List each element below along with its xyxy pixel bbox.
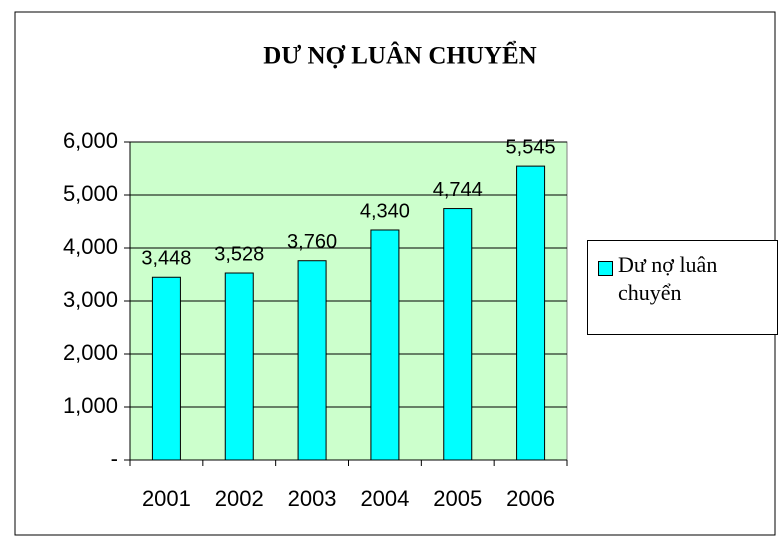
- x-tick-label: 2004: [360, 486, 409, 511]
- data-label: 5,545: [506, 136, 556, 158]
- bar: [443, 208, 473, 461]
- data-label: 3,448: [141, 248, 191, 270]
- y-tick-label: 2,000: [63, 340, 118, 365]
- x-tick-label: 2003: [288, 486, 337, 511]
- y-tick-label: 1,000: [63, 393, 118, 418]
- bar: [516, 165, 546, 461]
- y-tick-label: 3,000: [63, 287, 118, 312]
- bar: [224, 272, 254, 461]
- y-tick-label: 4,000: [63, 234, 118, 259]
- y-tick-label: 5,000: [63, 181, 118, 206]
- chart-title: DƯ NỢ LUÂN CHUYỂN: [263, 41, 536, 70]
- legend: Dư nợ luân chuyển: [587, 240, 778, 335]
- data-label: 4,744: [433, 179, 483, 201]
- y-tick-label: 6,000: [63, 128, 118, 153]
- data-label: 4,340: [360, 200, 410, 222]
- x-tick-label: 2002: [215, 486, 264, 511]
- data-label: 3,528: [214, 243, 264, 265]
- data-label: 3,760: [287, 231, 337, 253]
- legend-swatch: [598, 261, 613, 276]
- bar: [297, 260, 327, 461]
- bar: [151, 276, 181, 461]
- x-tick-label: 2001: [142, 486, 191, 511]
- legend-label: Dư nợ luân chuyển: [618, 252, 718, 305]
- x-tick-label: 2006: [506, 486, 555, 511]
- y-tick-label: -: [111, 446, 118, 471]
- x-tick-label: 2005: [433, 486, 482, 511]
- bar: [370, 229, 400, 461]
